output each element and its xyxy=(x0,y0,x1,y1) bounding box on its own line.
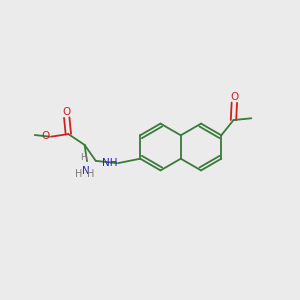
Text: O: O xyxy=(41,131,50,141)
Text: H: H xyxy=(80,153,86,162)
Text: H: H xyxy=(75,169,82,179)
Text: O: O xyxy=(230,92,238,102)
Text: N: N xyxy=(82,166,90,176)
Text: O: O xyxy=(63,107,71,117)
Text: H: H xyxy=(87,169,94,179)
Text: NH: NH xyxy=(102,158,118,168)
